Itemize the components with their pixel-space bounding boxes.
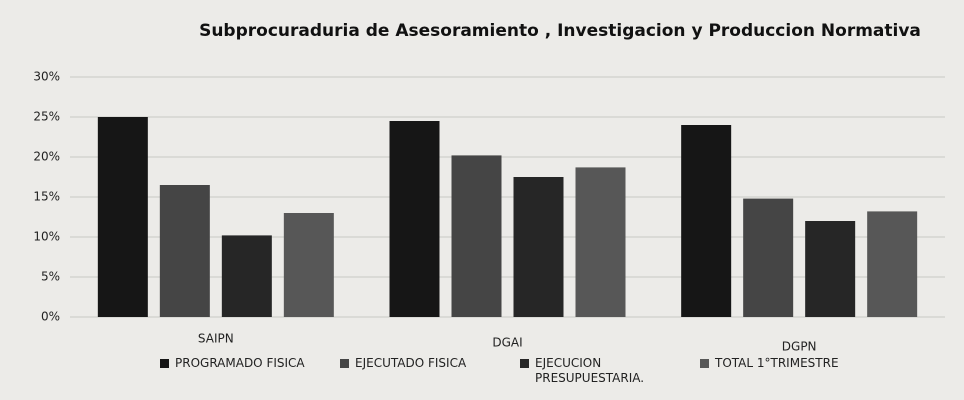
- bar: [743, 198, 794, 317]
- legend-label: EJECUCION PRESUPUESTARIA.: [535, 356, 645, 385]
- bar: [159, 185, 210, 317]
- y-tick-label: 15%: [33, 190, 60, 204]
- legend-swatch: [340, 359, 349, 368]
- legend-swatch: [160, 359, 169, 368]
- legend-item: PROGRAMADO FISICA: [160, 356, 340, 386]
- legend-item: EJECUTADO FISICA: [340, 356, 520, 386]
- bar: [451, 155, 502, 317]
- bar: [575, 167, 626, 317]
- y-tick-label: 5%: [41, 270, 60, 284]
- y-tick-label: 0%: [41, 310, 60, 324]
- y-tick-label: 10%: [33, 230, 60, 244]
- legend-label: EJECUTADO FISICA: [355, 356, 467, 370]
- bar: [221, 235, 272, 317]
- bar: [97, 117, 148, 317]
- x-tick-label: DGAI: [492, 336, 522, 350]
- legend-label: TOTAL 1°TRIMESTRE: [715, 356, 839, 370]
- x-tick-label: SAIPN: [198, 332, 234, 346]
- x-tick-label: DGPN: [782, 340, 817, 354]
- chart-title: Subprocuraduria de Asesoramiento , Inves…: [199, 21, 921, 41]
- legend-swatch: [700, 359, 709, 368]
- bar: [389, 121, 440, 317]
- legend-item: EJECUCION PRESUPUESTARIA.: [520, 356, 700, 386]
- legend-swatch: [520, 359, 529, 368]
- bar: [283, 213, 334, 317]
- legend-item: TOTAL 1°TRIMESTRE: [700, 356, 880, 386]
- y-tick-label: 25%: [33, 110, 60, 124]
- y-tick-label: 30%: [33, 70, 60, 84]
- bar: [681, 125, 732, 317]
- legend-label: PROGRAMADO FISICA: [175, 356, 305, 370]
- bar: [513, 177, 564, 317]
- bar: [867, 211, 918, 317]
- y-tick-label: 20%: [33, 150, 60, 164]
- bar: [805, 221, 856, 317]
- legend: PROGRAMADO FISICA EJECUTADO FISICA EJECUCI…: [160, 356, 920, 386]
